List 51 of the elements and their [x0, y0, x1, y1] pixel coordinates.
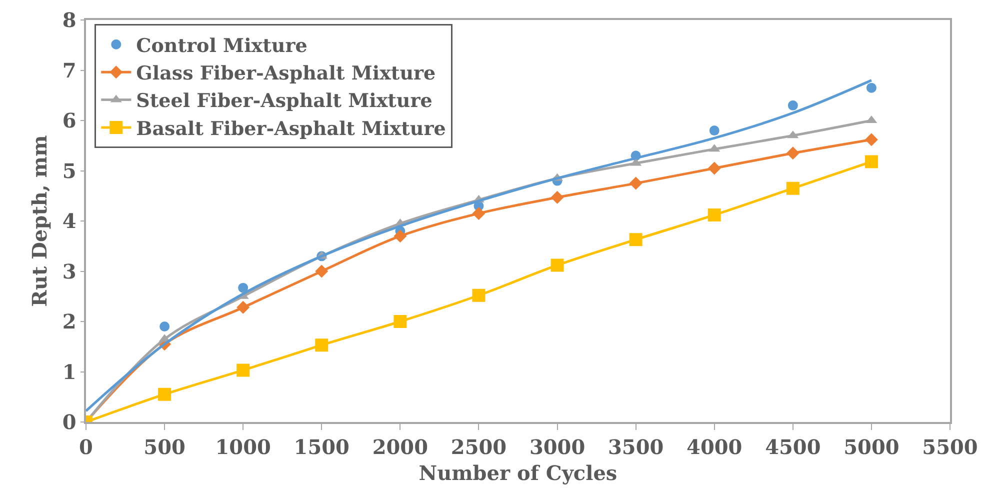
- x-tick-label: 2500: [450, 434, 507, 459]
- point: [315, 338, 328, 352]
- point: [866, 82, 876, 93]
- point: [550, 190, 564, 204]
- y-tick-label: 2: [62, 310, 76, 334]
- y-tick-label: 3: [62, 259, 76, 284]
- point: [236, 364, 250, 377]
- legend-label: Basalt Fiber-Asphalt Mixture: [136, 118, 446, 140]
- x-tick-label: 4500: [765, 434, 821, 459]
- x-tick-label: 5500: [922, 434, 978, 459]
- point: [709, 126, 720, 136]
- x-axis-title: Number of Cycles: [418, 460, 618, 485]
- point: [160, 322, 170, 332]
- point: [158, 388, 172, 401]
- x-tick-label: 3000: [529, 434, 586, 459]
- x-tick-label: 500: [144, 434, 186, 459]
- point: [550, 258, 564, 272]
- point: [472, 206, 486, 220]
- x-tick-label: 2000: [372, 434, 428, 459]
- x-tick-label: 0: [79, 434, 93, 459]
- x-tick-label: 1000: [215, 434, 271, 459]
- point: [708, 208, 721, 222]
- point: [708, 162, 721, 175]
- point: [394, 230, 407, 243]
- y-tick-label: 6: [62, 108, 76, 132]
- point: [472, 288, 486, 302]
- x-tick-label: 3500: [608, 434, 664, 459]
- point: [394, 315, 407, 328]
- point: [864, 133, 878, 146]
- y-tick-label: 5: [62, 158, 76, 183]
- y-tick-label: 8: [62, 8, 76, 32]
- point: [864, 155, 878, 168]
- x-tick-label: 1500: [294, 434, 350, 459]
- point: [788, 100, 798, 110]
- legend-label: Steel Fiber-Asphalt Mixture: [136, 90, 432, 112]
- x-tick-label: 4000: [686, 434, 742, 459]
- x-tick-label: 5000: [844, 434, 900, 459]
- y-axis-title: Rut Depth, mm: [27, 135, 52, 307]
- point: [238, 282, 248, 293]
- y-tick-label: 0: [62, 410, 76, 434]
- point: [629, 176, 642, 190]
- legend-label: Control Mixture: [136, 34, 308, 57]
- legend-label: Glass Fiber-Asphalt Mixture: [136, 62, 436, 84]
- point: [315, 264, 328, 278]
- point: [236, 300, 250, 314]
- point: [786, 182, 800, 195]
- y-tick-label: 1: [62, 360, 76, 384]
- point: [786, 146, 800, 160]
- y-tick-label: 7: [62, 58, 76, 82]
- point: [629, 233, 642, 246]
- y-tick-label: 4: [62, 209, 76, 233]
